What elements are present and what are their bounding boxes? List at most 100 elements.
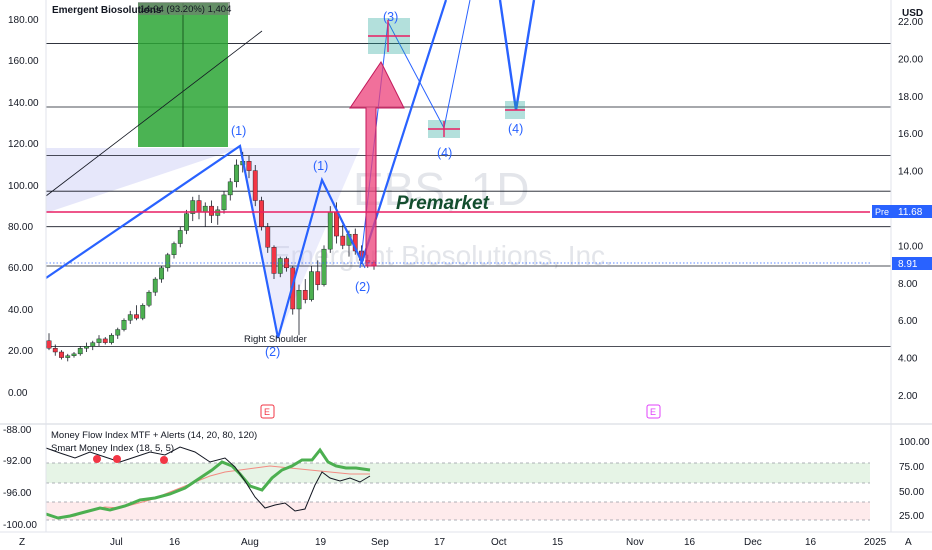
right-tick-label: 18.00 (898, 92, 923, 103)
breakout-arrow (349, 61, 405, 267)
mfi-title[interactable]: Money Flow Index MTF + Alerts (14, 20, 8… (51, 430, 257, 441)
wave-label-1b: (1) (313, 159, 328, 173)
candle-body-2 (59, 351, 64, 358)
left-tick-label: 20.00 (8, 346, 33, 357)
candle-body-34 (259, 200, 264, 227)
left-tick-label: 180.00 (8, 15, 39, 26)
mfi-upper-band (46, 463, 870, 483)
measure-text: 14.04 (93.20%) 1,404 (140, 4, 231, 15)
candle-body-30 (234, 164, 239, 183)
left-tick-label: 40.00 (8, 305, 33, 316)
wave-label-4a: (4) (437, 146, 452, 160)
left-tick-label: 160.00 (8, 56, 39, 67)
right-tick-label: 10.00 (898, 241, 923, 252)
last-price-tag (892, 257, 932, 270)
left-tick-label: 0.00 (8, 388, 28, 399)
pre-price-tag (892, 205, 932, 218)
earnings-marker-2-label: E (650, 407, 656, 417)
premarket-label: Premarket (396, 193, 490, 214)
candle-body-11 (115, 329, 121, 336)
candle-body-12 (121, 320, 127, 330)
candle-body-32 (246, 161, 252, 171)
trend-line (45, 30, 263, 197)
right-tick-label: 22.00 (898, 17, 923, 28)
smi-line (45, 446, 371, 512)
time-axis[interactable]: Jul 16 Aug 19 Sep 17 Oct 15 Nov 16 Dec 16 2025 (110, 537, 887, 548)
wave-label-2: (2) (265, 345, 280, 359)
candle-body-20 (171, 243, 177, 255)
time-tick-label: Dec (744, 537, 762, 548)
left-tick-label: 140.00 (8, 98, 39, 109)
indicator-axes[interactable]: -88.00 -92.00 -96.00 -100.00 100.00 75.00 50.0… (3, 425, 930, 531)
indicator-right-tick: 100.00 (899, 437, 930, 448)
indicator-left-tick: -88.00 (3, 425, 32, 436)
right-tick-label: 2.00 (898, 391, 918, 402)
pre-tag-label: Pre (875, 207, 889, 217)
pattern-zone (46, 148, 240, 213)
left-tick-label: 60.00 (8, 263, 33, 274)
wave-label-4b: (4) (508, 122, 523, 136)
watermark-symbol: EBS, 1D (353, 163, 529, 215)
time-tick-label: 2025 (864, 537, 887, 548)
right-tick-label: 20.00 (898, 54, 923, 65)
candle-body-43 (315, 271, 321, 285)
measure-label-bg (138, 2, 230, 15)
candle-body-26 (209, 205, 214, 216)
candle-body-18 (159, 267, 164, 280)
time-tick-label: Aug (241, 537, 259, 548)
right-shoulder-label: Right Shoulder (244, 334, 307, 345)
time-tick-label: Oct (491, 537, 507, 548)
alert-dot-1 (93, 455, 101, 463)
symbol-title[interactable]: Emergent Biosolutions (52, 5, 162, 16)
time-tick-label: Nov (626, 537, 644, 548)
candle-body-23 (190, 200, 196, 214)
left-tick-label: 120.00 (8, 139, 39, 150)
mfi-lower-band (46, 502, 870, 520)
left-price-axis[interactable]: 180.00 160.00 140.00 120.00 100.00 80.00 60.00… (8, 15, 39, 399)
pre-tag-bg (872, 205, 892, 218)
mfi-line (45, 447, 371, 520)
candle-body-8 (96, 338, 102, 343)
alert-dot-2 (113, 455, 121, 463)
zoom-reset-icon[interactable]: Z (19, 537, 25, 548)
candle-body-22 (184, 213, 189, 231)
candle-body-1 (52, 348, 58, 353)
earnings-marker-1[interactable] (260, 404, 275, 419)
indicator-left-tick: -92.00 (3, 456, 32, 467)
candle-body-21 (177, 230, 183, 244)
earnings-marker-2[interactable] (646, 404, 661, 419)
currency-label[interactable]: USD (902, 8, 923, 19)
candle-body-13 (127, 314, 133, 321)
indicator-right-tick: 50.00 (899, 487, 924, 498)
candle-body-16 (146, 291, 152, 306)
time-tick-label: 19 (315, 537, 327, 548)
pre-price-value: 11.68 (898, 207, 923, 218)
left-tick-label: 100.00 (8, 181, 39, 192)
smi-title[interactable]: Smart Money Index (18, 5, 5) (51, 443, 174, 454)
candle-body-29 (227, 181, 233, 196)
indicator-right-tick: 25.00 (899, 511, 924, 522)
candle-body-19 (165, 254, 171, 269)
candle-body-45 (327, 211, 333, 250)
candle-body-5 (77, 348, 83, 355)
candle-body-33 (252, 170, 258, 201)
candle-body-28 (221, 194, 227, 211)
candle-body-9 (102, 338, 108, 343)
left-tick-label: 80.00 (8, 222, 33, 233)
right-tick-label: 14.00 (898, 167, 923, 178)
indicator-left-tick: -100.00 (3, 520, 37, 531)
time-tick-label: 17 (434, 537, 446, 548)
candle-body-4 (71, 353, 77, 356)
candle-body-37 (277, 258, 283, 274)
candle-body-15 (140, 305, 146, 319)
candle-body-40 (296, 290, 302, 310)
auto-scale-icon[interactable]: A (905, 537, 912, 548)
right-tick-label: 6.00 (898, 316, 918, 327)
candle-body-36 (271, 247, 277, 274)
earnings-marker-1-label: E (264, 407, 270, 417)
wave-path-thin (277, 178, 366, 339)
indicator-left-tick: -96.00 (3, 488, 32, 499)
wave-label-1: (1) (231, 124, 246, 138)
candle-body-35 (265, 226, 271, 248)
